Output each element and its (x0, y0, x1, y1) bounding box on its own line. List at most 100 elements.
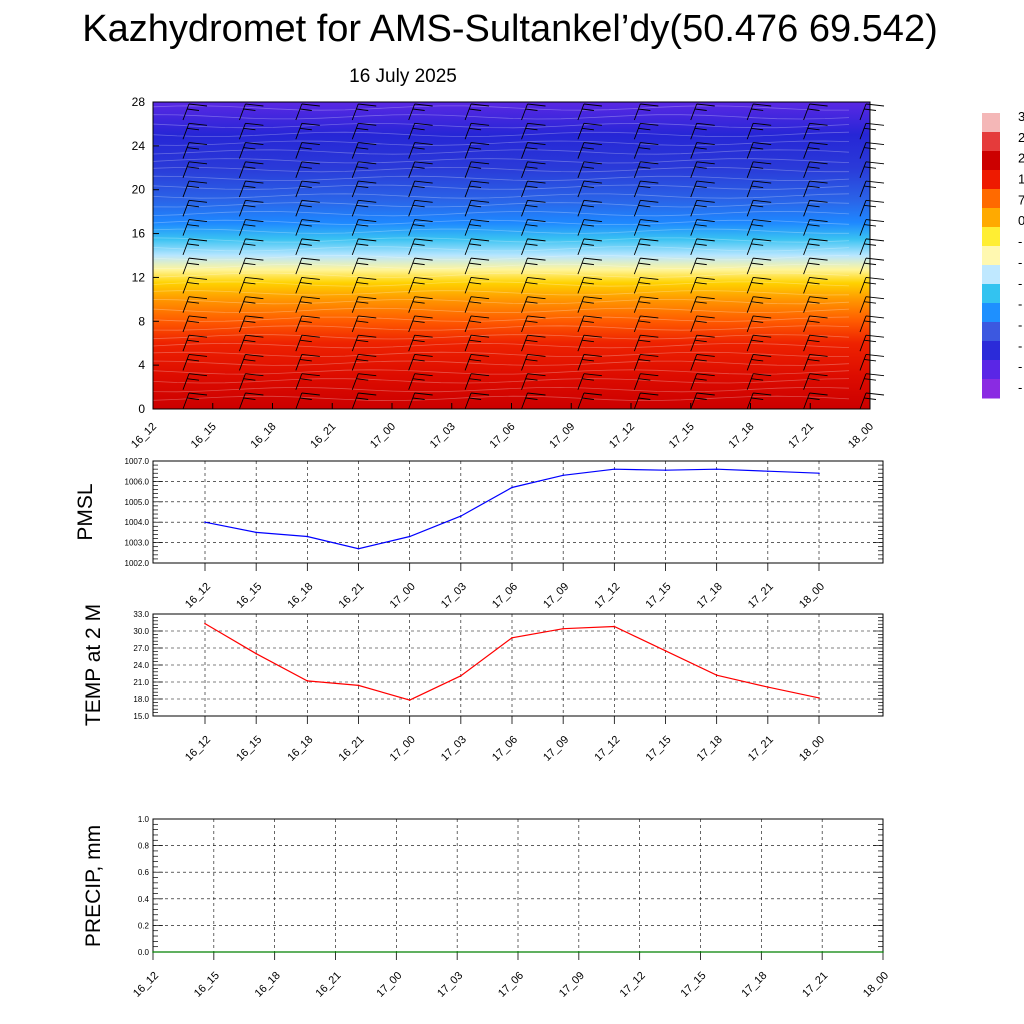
wind-barb (577, 276, 602, 294)
wind-barb (351, 103, 377, 121)
data-point (357, 684, 360, 687)
y-tick-label: 0.2 (138, 921, 150, 930)
wind-barb (690, 334, 715, 352)
y-tick-label: 1003.0 (125, 539, 150, 548)
wind-barb (464, 219, 490, 236)
profile-x-tick-label: 16_12 (129, 421, 159, 451)
y-tick-label: 0.0 (138, 948, 150, 957)
wind-barb (577, 103, 602, 121)
x-tick-label: 16_21 (337, 734, 367, 764)
wind-barb (633, 180, 659, 198)
wind-barb (182, 392, 208, 410)
y-tick-label: 1007.0 (125, 457, 150, 466)
wind-barb (633, 373, 659, 390)
wind-barb (577, 392, 602, 410)
profile-x-tick-label: 16_21 (308, 421, 338, 451)
wind-barb (521, 392, 546, 410)
wind-barb (633, 354, 659, 371)
data-point (460, 515, 462, 517)
data-point (152, 951, 154, 953)
wind-barb (295, 199, 320, 217)
profile-x-tick-label: 17_18 (727, 421, 757, 451)
wind-barb (295, 296, 320, 313)
y-tick-label: 1004.0 (125, 518, 150, 527)
colorbar-label: - (1018, 255, 1022, 270)
wind-barb (182, 238, 208, 256)
wind-barb (238, 354, 264, 371)
wind-barb (577, 334, 602, 352)
x-tick-label: 17_09 (541, 581, 571, 611)
wind-barb (803, 122, 828, 140)
profile-x-tick-label: 16_15 (189, 421, 219, 451)
profile-y-tick-label: 24 (132, 139, 146, 153)
y-tick-label: 18.0 (133, 695, 149, 704)
wind-barb (238, 296, 264, 313)
wind-barb (464, 199, 490, 217)
data-point (511, 486, 513, 489)
colorbar-label: 2 (1018, 130, 1024, 145)
data-point (818, 472, 820, 475)
wind-barb (803, 276, 828, 294)
wind-barb (521, 257, 546, 275)
wind-barb (238, 219, 264, 236)
wind-barb (803, 238, 828, 256)
wind-barb (746, 373, 772, 390)
wind-barbs (182, 103, 885, 410)
wind-barb (803, 161, 828, 178)
wind-barb (521, 296, 546, 313)
wind-barb (351, 392, 377, 410)
wind-barb (577, 315, 602, 333)
wind-barb (521, 373, 546, 390)
y-tick-label: 0.4 (138, 895, 150, 904)
x-tick-label: 16_12 (131, 970, 161, 1000)
x-tick-label: 17_18 (739, 970, 769, 1000)
data-point (456, 951, 458, 953)
wind-barb (690, 276, 715, 294)
wind-barb (690, 142, 715, 159)
x-tick-label: 17_12 (618, 970, 648, 1000)
data-point (818, 697, 820, 699)
profile-y-tick-label: 4 (138, 358, 145, 372)
data-point (638, 951, 641, 953)
x-tick-label: 16_12 (183, 734, 213, 764)
colorbar-segment (982, 208, 1000, 228)
wind-barb (690, 180, 715, 198)
x-tick-label: 16_21 (337, 581, 367, 611)
colorbar-segment (982, 246, 1000, 266)
wind-barb (803, 199, 828, 217)
data-point (767, 470, 769, 473)
profile-panel: 0 4 8 12 16 20 24 28 16_12 16_15 16_18 16_21 17_00 17… (129, 95, 885, 451)
wind-barb (464, 315, 490, 333)
wind-barb (351, 238, 377, 256)
profile-x-tick-label: 17_09 (547, 421, 577, 451)
wind-barb (521, 199, 546, 217)
wind-barb (351, 219, 377, 236)
wind-barb (182, 354, 208, 371)
wind-barb (295, 161, 320, 178)
wind-barb (746, 334, 772, 352)
data-point (306, 680, 309, 682)
wind-barb (746, 276, 772, 294)
wind-barb (577, 142, 602, 159)
wind-barb (464, 257, 490, 275)
colorbar-segment (982, 341, 1000, 361)
y-tick-label: 1002.0 (125, 559, 150, 568)
data-point (664, 650, 667, 652)
wind-barb (746, 219, 772, 236)
y-tick-label: 30.0 (133, 627, 149, 636)
x-tick-label: 17_12 (592, 581, 622, 611)
y-tick-label: 21.0 (133, 678, 149, 687)
wind-barb (746, 142, 772, 159)
y-tick-label: 0.8 (138, 842, 150, 851)
wind-barb (351, 199, 377, 217)
x-tick-label: 17_15 (644, 734, 674, 764)
wind-barb (577, 199, 602, 217)
colorbar-label: - (1018, 234, 1022, 249)
wind-barb (803, 219, 828, 236)
colorbar-segment (982, 284, 1000, 304)
profile-x-tick-label: 17_21 (786, 421, 816, 451)
x-tick-label: 17_09 (541, 734, 571, 764)
wind-barb (633, 219, 659, 236)
wind-barb (351, 354, 377, 371)
